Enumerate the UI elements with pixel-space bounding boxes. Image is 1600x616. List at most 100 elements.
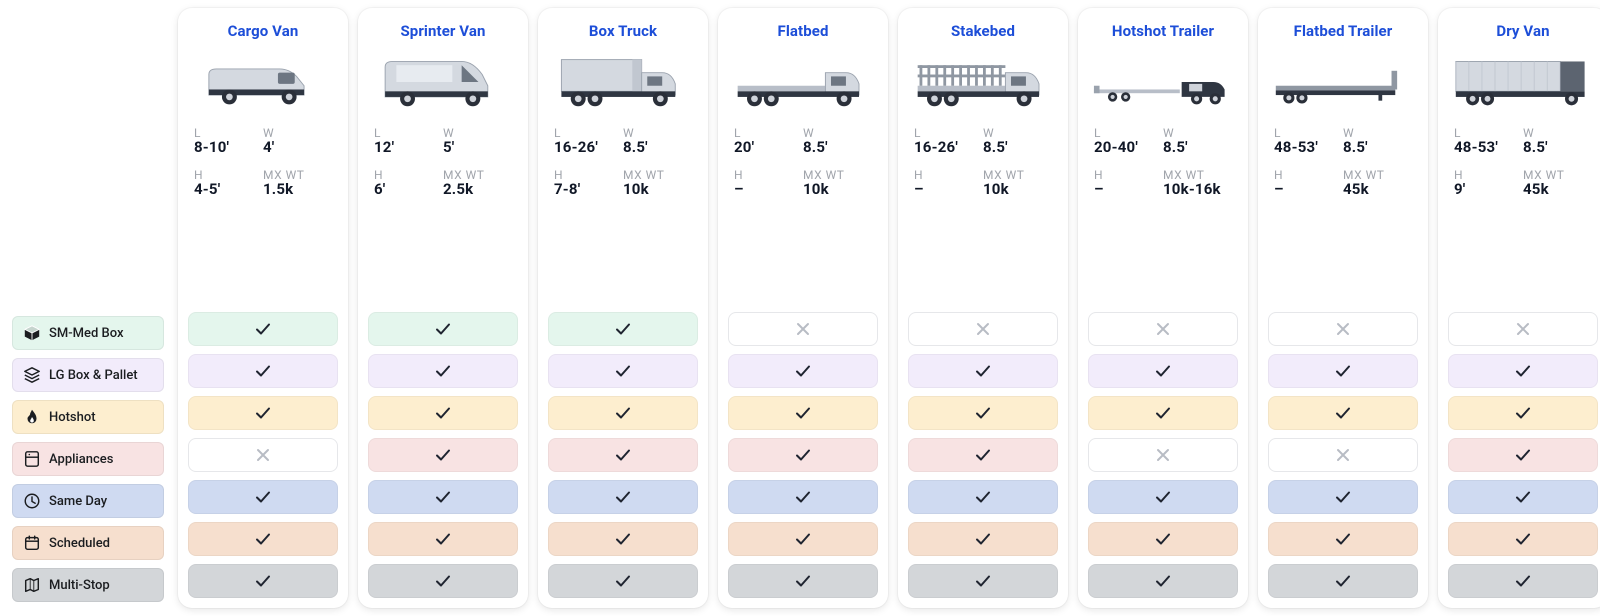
- vehicle-title[interactable]: Hotshot Trailer: [1088, 22, 1238, 40]
- check-icon: [1334, 530, 1352, 548]
- feature-scheduled: [368, 522, 518, 556]
- feature-hotshot: [1448, 396, 1598, 430]
- spec-h: H6': [374, 166, 443, 208]
- vehicle-title[interactable]: Stakebed: [908, 22, 1058, 40]
- vehicle-title[interactable]: Flatbed Trailer: [1268, 22, 1418, 40]
- spec-value: 5': [443, 138, 512, 156]
- cross-icon: [1154, 320, 1172, 338]
- feature-multi-stop: [1448, 564, 1598, 598]
- spec-mxwt: MX WT10k: [803, 166, 872, 208]
- check-icon: [434, 320, 452, 338]
- vehicle-title[interactable]: Flatbed: [728, 22, 878, 40]
- vehicle-title[interactable]: Cargo Van: [188, 22, 338, 40]
- vehicle-card-hotshot-trailer: Hotshot Trailer L20-40'W8.5'H–MX WT10k-16…: [1078, 8, 1248, 608]
- feature-stripes: [548, 312, 698, 598]
- cross-icon: [1334, 320, 1352, 338]
- feature-lg-box: [1448, 354, 1598, 388]
- check-icon: [1334, 362, 1352, 380]
- spec-value: 8.5': [1163, 138, 1232, 156]
- feature-multi-stop: [728, 564, 878, 598]
- feature-hotshot: [548, 396, 698, 430]
- spec-value: –: [734, 180, 803, 198]
- specs-grid: L48-53'W8.5'H9'MX WT45k: [1448, 124, 1598, 208]
- check-icon: [254, 572, 272, 590]
- spec-value: 6': [374, 180, 443, 198]
- feature-sm-med-box: [1448, 312, 1598, 346]
- vehicle-card-cargo-van: Cargo VanL8-10'W4'H4-5'MX WT1.5k: [178, 8, 348, 608]
- vehicle-title[interactable]: Box Truck: [548, 22, 698, 40]
- specs-grid: L20'W8.5'H–MX WT10k: [728, 124, 878, 208]
- check-icon: [974, 404, 992, 422]
- spec-w: W8.5': [623, 124, 692, 166]
- feature-hotshot: [188, 396, 338, 430]
- spec-w: W8.5': [1343, 124, 1412, 166]
- check-icon: [1154, 404, 1172, 422]
- spec-value: 8.5': [1523, 138, 1592, 156]
- check-icon: [794, 572, 812, 590]
- spec-value: 9': [1454, 180, 1523, 198]
- check-icon: [1334, 572, 1352, 590]
- legend-label: Appliances: [49, 452, 113, 467]
- feature-multi-stop: [1268, 564, 1418, 598]
- vehicle-illustration-stakebed-icon: [908, 46, 1058, 118]
- spec-value: 10k: [623, 180, 692, 198]
- specs-grid: L16-26'W8.5'H7-8'MX WT10k: [548, 124, 698, 208]
- spec-value: –: [914, 180, 983, 198]
- specs-grid: L20-40'W8.5'H–MX WT10k-16k: [1088, 124, 1238, 208]
- feature-lg-box: [368, 354, 518, 388]
- feature-scheduled: [188, 522, 338, 556]
- spec-value: 10k: [803, 180, 872, 198]
- check-icon: [794, 362, 812, 380]
- spec-l: L20-40': [1094, 124, 1163, 166]
- feature-stripes: [1448, 312, 1598, 598]
- cross-icon: [794, 320, 812, 338]
- check-icon: [434, 572, 452, 590]
- feature-hotshot: [728, 396, 878, 430]
- check-icon: [974, 362, 992, 380]
- check-icon: [1334, 488, 1352, 506]
- spec-h: H7-8': [554, 166, 623, 208]
- spec-value: 10k-16k: [1163, 180, 1232, 198]
- box3d-icon: [23, 324, 41, 342]
- spec-h: H–: [1094, 166, 1163, 208]
- check-icon: [614, 404, 632, 422]
- spec-value: 8.5': [623, 138, 692, 156]
- vehicle-card-flatbed: Flatbed L20'W8.5'H–MX WT10k: [718, 8, 888, 608]
- feature-stripes: [1088, 312, 1238, 598]
- spec-mxwt: MX WT1.5k: [263, 166, 332, 208]
- vehicle-illustration-flatbed-icon: [728, 46, 878, 118]
- legend-label: LG Box & Pallet: [49, 368, 138, 383]
- spec-h: H9': [1454, 166, 1523, 208]
- feature-same-day: [1448, 480, 1598, 514]
- feature-appliances: [728, 438, 878, 472]
- feature-multi-stop: [1088, 564, 1238, 598]
- feature-same-day: [728, 480, 878, 514]
- check-icon: [1334, 404, 1352, 422]
- feature-appliances: [548, 438, 698, 472]
- spec-value: 48-53': [1274, 138, 1343, 156]
- spec-value: 8.5': [803, 138, 872, 156]
- vehicle-title[interactable]: Sprinter Van: [368, 22, 518, 40]
- check-icon: [434, 446, 452, 464]
- vehicle-illustration-hotshot-trailer-icon: [1088, 46, 1238, 118]
- vehicle-title[interactable]: Dry Van: [1448, 22, 1598, 40]
- spec-l: L12': [374, 124, 443, 166]
- check-icon: [614, 572, 632, 590]
- spec-value: 4': [263, 138, 332, 156]
- legend-item-hotshot: Hotshot: [12, 400, 164, 434]
- cross-icon: [1334, 446, 1352, 464]
- feature-appliances: [188, 438, 338, 472]
- vehicle-card-flatbed-trailer: Flatbed Trailer L48-53'W8.5'H–MX WT45k: [1258, 8, 1428, 608]
- specs-grid: L48-53'W8.5'H–MX WT45k: [1268, 124, 1418, 208]
- check-icon: [614, 446, 632, 464]
- check-icon: [794, 488, 812, 506]
- check-icon: [1514, 530, 1532, 548]
- feature-appliances: [1088, 438, 1238, 472]
- clock-icon: [23, 492, 41, 510]
- spec-mxwt: MX WT45k: [1523, 166, 1592, 208]
- check-icon: [1514, 362, 1532, 380]
- check-icon: [974, 530, 992, 548]
- check-icon: [434, 530, 452, 548]
- vehicle-card-dry-van: Dry Van L48-53'W8.5'H9'MX WT45k: [1438, 8, 1600, 608]
- spec-h: H–: [914, 166, 983, 208]
